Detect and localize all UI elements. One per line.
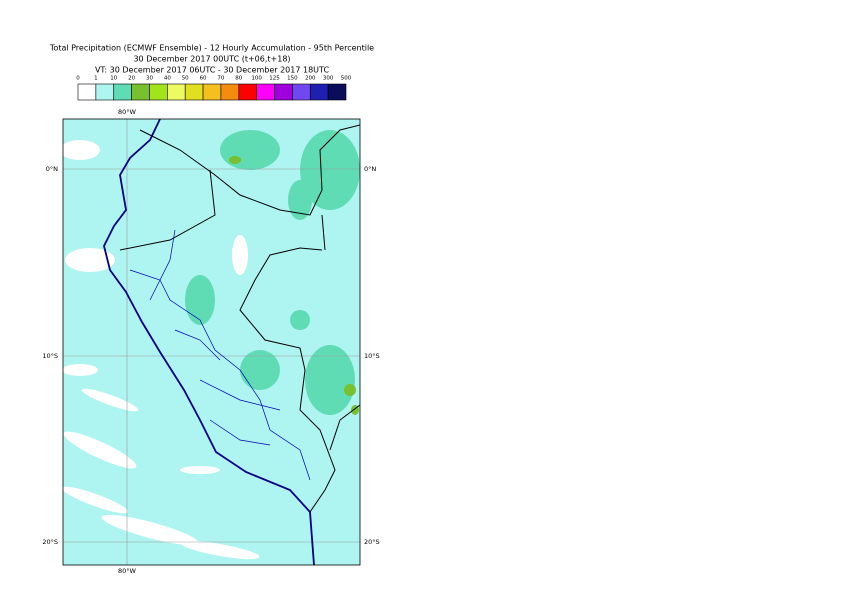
legend: 0 1 10 20 30 40 50 60 70 80 100 125 150 200 300 500 <box>76 76 352 101</box>
legend-swatch <box>256 83 275 101</box>
legend-label: 20 <box>128 76 135 82</box>
legend-label: 150 <box>287 76 298 82</box>
legend-swatch <box>274 83 293 101</box>
legend-label: 40 <box>164 76 171 82</box>
legend-swatch <box>292 83 311 101</box>
legend-swatch <box>184 83 204 101</box>
legend-swatch <box>327 83 347 101</box>
legend-swatch <box>95 83 115 101</box>
latitude-label: 20°S <box>42 538 58 546</box>
latitude-label: 0°N <box>46 165 58 173</box>
latitude-label: 0°N <box>364 165 376 173</box>
dry-areas <box>63 140 260 560</box>
legend-label: 125 <box>269 76 280 82</box>
legend-swatch <box>220 83 240 101</box>
legend-label: 70 <box>217 76 224 82</box>
legend-label: 60 <box>200 76 207 82</box>
map <box>62 118 361 566</box>
longitude-label: 80°W <box>118 108 137 116</box>
legend-swatch <box>238 83 257 101</box>
title-line: 30 December 2017 00UTC (t+06,t+18) <box>133 55 290 64</box>
legend-label: 30 <box>146 76 153 82</box>
legend-label: 0 <box>76 76 80 82</box>
legend-swatch <box>202 83 222 101</box>
legend-label: 300 <box>323 76 334 82</box>
legend-label: 50 <box>182 76 189 82</box>
latitude-label: 20°S <box>364 538 380 546</box>
legend-label: 10 <box>110 76 117 82</box>
latitude-label: 10°S <box>42 352 58 360</box>
legend-label: 80 <box>235 76 242 82</box>
legend-swatch <box>149 83 168 101</box>
longitude-label: 80°W <box>118 567 137 575</box>
legend-swatch <box>113 83 132 101</box>
legend-label: 200 <box>305 76 316 82</box>
legend-swatch <box>77 83 97 101</box>
legend-label: 100 <box>251 76 262 82</box>
latitude-label: 10°S <box>364 352 380 360</box>
legend-label: 1 <box>94 76 98 82</box>
legend-swatch <box>309 83 329 101</box>
legend-swatch <box>131 83 150 101</box>
title-line: Total Precipitation (ECMWF Ensemble) - 1… <box>49 44 374 53</box>
legend-label: 500 <box>341 76 352 82</box>
legend-swatch <box>167 83 186 101</box>
title-line: VT: 30 December 2017 06UTC - 30 December… <box>95 66 329 75</box>
